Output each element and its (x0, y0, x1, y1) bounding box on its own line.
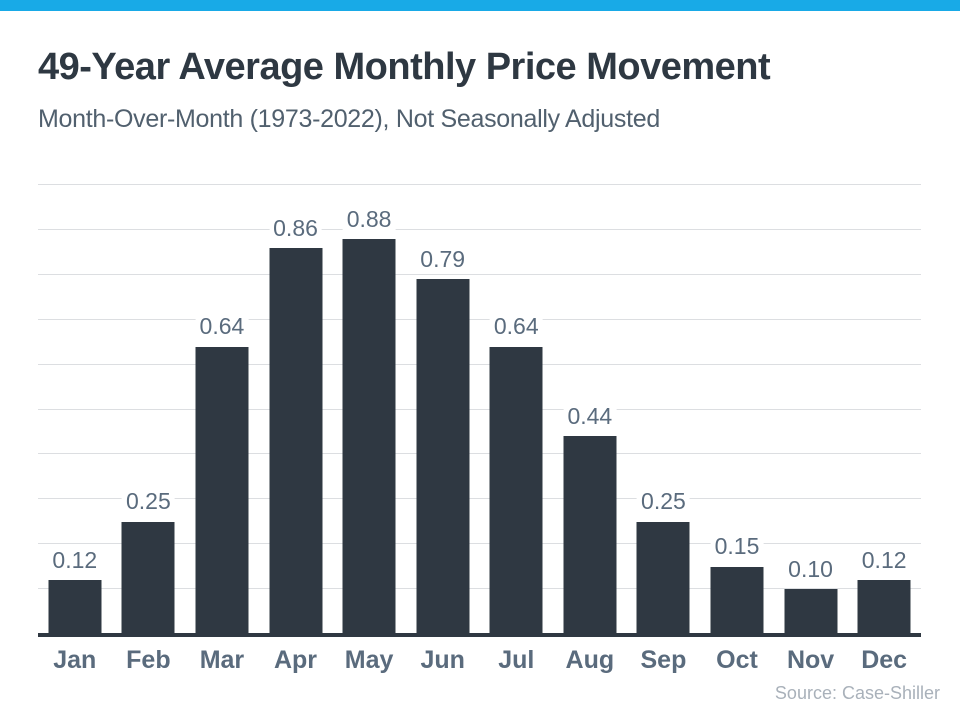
x-tick-label-mar: Mar (199, 646, 245, 674)
bar-slot-dec: 0.12 (847, 185, 921, 634)
x-tick-label-sep: Sep (640, 646, 687, 674)
x-tick-label-aug: Aug (565, 646, 615, 674)
x-tick-label-apr: Apr (273, 646, 318, 674)
bar-slot-jun: 0.79 (406, 185, 480, 634)
bar-value-label: 0.86 (269, 215, 322, 241)
bar-mar (195, 346, 249, 634)
x-tick-label-dec: Dec (861, 646, 908, 674)
bar-value-label: 0.64 (195, 314, 249, 340)
gridline (38, 588, 921, 590)
gridline (38, 453, 921, 455)
bar-jan (48, 580, 102, 634)
page-subtitle: Month-Over-Month (1973-2022), Not Season… (38, 105, 660, 133)
gridline (38, 318, 921, 320)
bar-value-label: 0.15 (710, 534, 764, 560)
bar-feb (121, 521, 175, 634)
bar-sep (636, 521, 690, 634)
bar-slot-aug: 0.44 (553, 185, 627, 634)
bar-slot-sep: 0.25 (627, 185, 701, 634)
bar-slot-jan: 0.12 (38, 185, 112, 634)
bar-nov (784, 589, 838, 634)
bar-slot-mar: 0.64 (185, 185, 259, 634)
gridline (38, 543, 921, 545)
bar-oct (710, 566, 764, 634)
bar-value-label: 0.44 (563, 403, 617, 430)
bar-slot-feb: 0.25 (112, 185, 186, 634)
x-tick-label-nov: Nov (786, 646, 835, 674)
gridline (38, 184, 921, 185)
bar-value-label: 0.25 (637, 489, 690, 515)
bars-row: 0.12 0.25 0.64 0.86 0.88 0.79 0.64 0.44 0.25 0.15… (38, 185, 921, 634)
accent-top-strip (0, 0, 960, 11)
bar-value-label: 0.25 (121, 489, 175, 515)
bar-jul (489, 346, 543, 634)
bar-chart-plot-area: 0.12 0.25 0.64 0.86 0.88 0.79 0.64 0.44 0.25 0.15… (38, 184, 921, 634)
bar-value-label: 0.64 (489, 314, 543, 340)
x-tick-label-may: May (344, 646, 394, 674)
bar-slot-jul: 0.64 (479, 185, 553, 634)
bar-jun (416, 279, 470, 634)
bar-aug (563, 436, 617, 634)
bar-value-label: 0.10 (784, 556, 837, 583)
bar-dec (857, 580, 911, 634)
gridline (38, 408, 921, 410)
gridline (38, 228, 921, 230)
x-tick-label-feb: Feb (126, 646, 171, 674)
bar-slot-may: 0.88 (332, 185, 406, 634)
gridline (38, 273, 921, 275)
bar-may (342, 238, 396, 634)
bar-value-label: 0.88 (342, 206, 396, 232)
bar-value-label: 0.12 (48, 547, 102, 574)
x-tick-label-jul: Jul (498, 646, 535, 674)
bar-value-label: 0.12 (857, 547, 911, 574)
page-title: 49-Year Average Monthly Price Movement (38, 46, 771, 88)
x-tick-label-jan: Jan (53, 646, 97, 674)
x-tick-label-jun: Jun (420, 646, 465, 674)
gridline (38, 363, 921, 365)
source-attribution: Source: Case-Shiller (774, 683, 940, 703)
gridline (38, 498, 921, 500)
x-axis-labels: Jan Feb Mar Apr May Jun Jul Aug Sep Oct Nov Dec (38, 646, 921, 675)
bar-slot-nov: 0.10 (774, 185, 848, 634)
bar-slot-apr: 0.86 (259, 185, 333, 634)
bar-value-label: 0.79 (416, 246, 470, 273)
bar-apr (269, 247, 323, 634)
bar-slot-oct: 0.15 (700, 185, 774, 634)
x-axis-baseline (38, 633, 921, 637)
x-tick-label-oct: Oct (716, 646, 758, 674)
